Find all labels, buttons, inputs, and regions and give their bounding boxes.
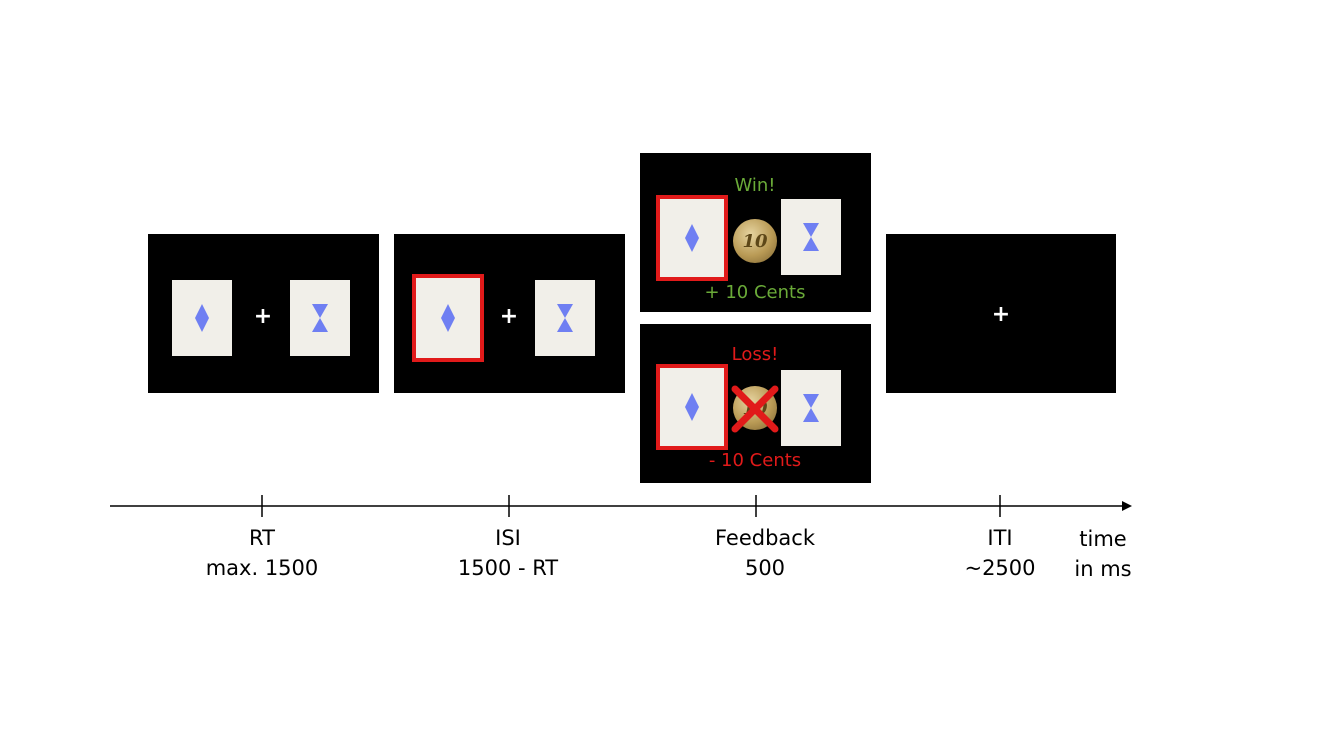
phase-duration: ~2500 — [964, 556, 1036, 580]
phase-label: Feedback 500 — [665, 523, 865, 583]
axis-label-line1: time — [1079, 527, 1127, 551]
hourglass-icon — [312, 304, 328, 332]
card-left — [172, 280, 232, 356]
hourglass-icon — [803, 223, 819, 251]
card-right — [290, 280, 350, 356]
screen-isi: + — [394, 234, 625, 393]
phase-duration: 1500 - RT — [457, 556, 559, 580]
axis-label-line2: in ms — [1074, 557, 1132, 581]
win-amount: + 10 Cents — [704, 282, 806, 303]
loss-title: Loss! — [731, 344, 779, 365]
fixation-cross: + — [499, 304, 519, 329]
screen-feedback-win: Win! 10 + 10 Cents — [640, 153, 871, 312]
diamond-icon — [685, 393, 699, 421]
card-left-selected — [656, 195, 728, 281]
hourglass-icon — [803, 394, 819, 422]
phase-label: RT max. 1500 — [162, 523, 362, 583]
diamond-icon — [441, 304, 455, 332]
fixation-cross: + — [991, 302, 1011, 327]
card-left-selected — [656, 364, 728, 450]
axis-label: time in ms — [1003, 524, 1203, 584]
card-right — [781, 199, 841, 275]
card-left-selected — [412, 274, 484, 362]
phase-label: ITI ~2500 — [900, 523, 1100, 583]
phase-duration: 500 — [744, 556, 786, 580]
phase-name: Feedback — [714, 526, 815, 550]
diamond-icon — [195, 304, 209, 332]
loss-amount: - 10 Cents — [708, 450, 802, 471]
diamond-icon — [685, 224, 699, 252]
win-title: Win! — [734, 175, 776, 196]
arrow-head-icon — [1122, 501, 1132, 511]
hourglass-icon — [557, 304, 573, 332]
phase-label: ISI 1500 - RT — [408, 523, 608, 583]
phase-duration: max. 1500 — [205, 556, 319, 580]
screen-feedback-loss: Loss! 10 - 10 Cents — [640, 324, 871, 483]
fixation-cross: + — [253, 304, 273, 329]
card-right — [781, 370, 841, 446]
screen-rt: + — [148, 234, 379, 393]
phase-name: RT — [249, 526, 275, 550]
phase-name: ITI — [987, 526, 1013, 550]
screen-iti: + — [886, 234, 1116, 393]
phase-name: ISI — [495, 526, 521, 550]
card-right — [535, 280, 595, 356]
cross-icon — [731, 385, 779, 433]
coin-icon: 10 — [733, 219, 777, 263]
